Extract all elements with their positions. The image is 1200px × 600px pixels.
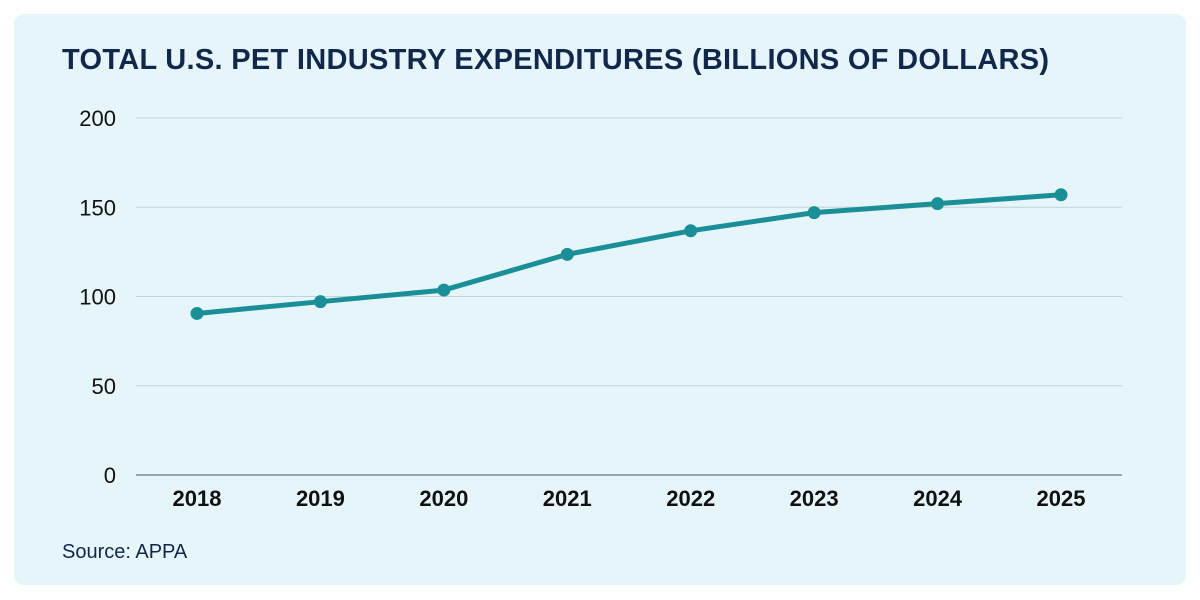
data-point [1054,188,1068,202]
y-tick-label: 0 [104,463,116,488]
data-point [560,247,574,261]
x-axis-ticks: 2018 2019 2020 2021 2022 2023 2024 2025 [173,486,1086,511]
source-note: Source: APPA [62,541,188,563]
data-point [684,224,698,238]
chart-title: TOTAL U.S. PET INDUSTRY EXPENDITURES (BI… [62,44,1050,76]
y-tick-label: 200 [79,106,116,131]
data-point [931,197,945,211]
gridlines [136,117,1122,476]
x-tick-label: 2020 [419,486,468,511]
x-tick-label: 2025 [1037,486,1086,511]
y-axis-ticks: 0 50 100 150 200 [79,106,116,488]
series-group [190,188,1068,320]
x-tick-label: 2019 [296,486,345,511]
y-tick-label: 100 [79,285,116,310]
y-tick-label: 50 [92,374,116,399]
x-tick-label: 2022 [666,486,715,511]
x-tick-label: 2021 [543,486,592,511]
series-line [194,192,1064,316]
data-point [313,295,327,309]
y-tick-label: 150 [79,195,116,220]
x-tick-label: 2018 [173,486,222,511]
data-point [437,283,451,297]
chart-card [14,14,1186,585]
x-tick-label: 2024 [913,486,963,511]
x-tick-label: 2023 [790,486,839,511]
data-point [190,306,204,320]
data-point [807,206,821,220]
